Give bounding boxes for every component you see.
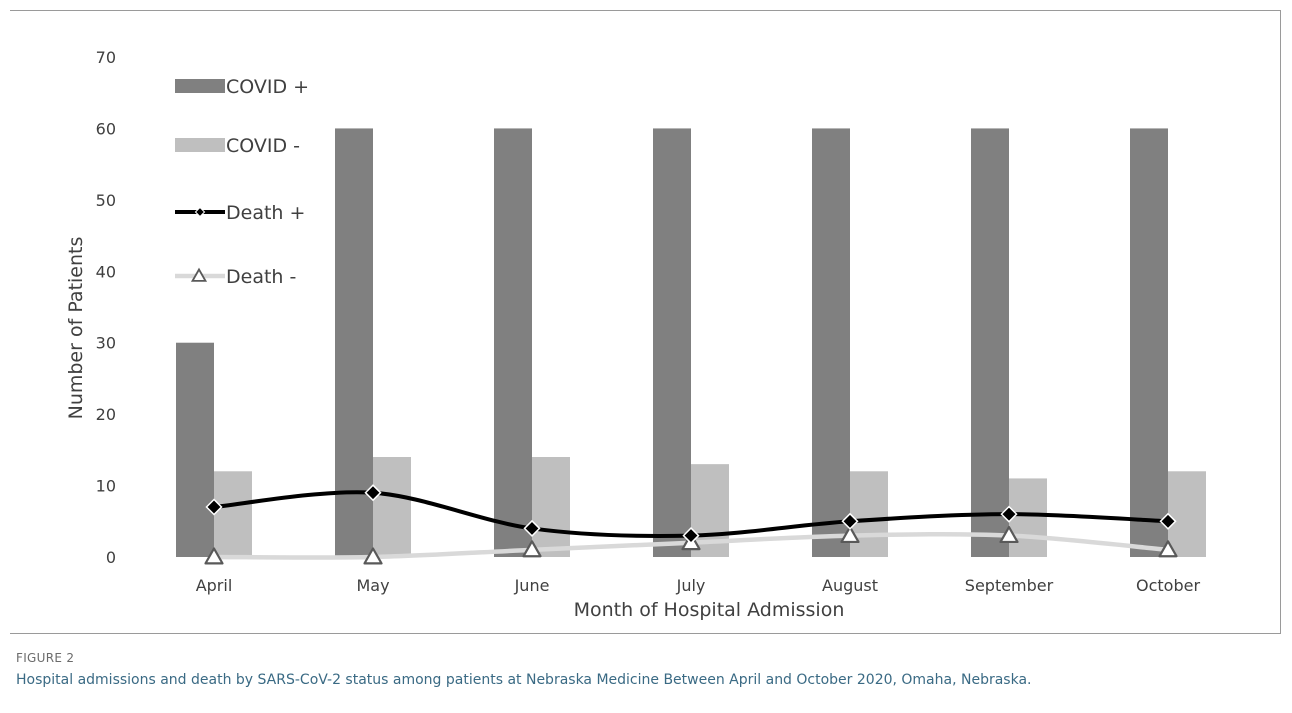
bar-covid-pos-may (335, 128, 373, 557)
bar-covid-neg-april (214, 471, 252, 557)
y-tick-label: 20 (96, 405, 116, 424)
y-tick-label: 0 (106, 548, 116, 567)
bar-covid-pos-june (494, 128, 532, 557)
chart: 0 10 20 30 40 50 60 70 April May June July August Se… (65, 48, 1206, 621)
legend-swatch (175, 138, 225, 152)
bar-covid-pos-july (653, 128, 691, 557)
y-tick-label: 60 (96, 119, 116, 138)
y-axis-ticks: 0 10 20 30 40 50 60 70 (96, 48, 116, 567)
bar-covid-pos-april (176, 342, 214, 557)
bar-covid-neg-august (850, 471, 888, 557)
marker-death-pos-april (205, 498, 223, 516)
y-tick-label: 50 (96, 191, 116, 210)
legend-marker (194, 206, 206, 218)
x-tick-label: July (676, 576, 706, 595)
y-tick-label: 30 (96, 334, 116, 353)
marker-death-pos-july (682, 527, 700, 545)
marker-death-neg-june (522, 540, 542, 558)
x-tick-label: August (822, 576, 878, 595)
bar-covid-neg-october (1168, 471, 1206, 557)
marker-death-neg-september (999, 525, 1019, 544)
bar-covid-neg-september (1009, 478, 1047, 557)
bar-covid-pos-august (812, 128, 850, 557)
marker-death-pos-october (1159, 512, 1177, 530)
bar-covid-pos-october (1130, 128, 1168, 557)
legend-item-death-neg: Death - (175, 266, 296, 288)
marker-death-pos-may (364, 484, 382, 502)
y-tick-label: 70 (96, 48, 116, 67)
marker-death-neg-april (204, 547, 224, 565)
x-tick-label: June (514, 576, 550, 595)
bar-covid-neg-june (532, 457, 570, 557)
legend-label: Death - (226, 266, 296, 288)
marker-death-neg-may (363, 547, 383, 565)
bar-covid-pos-september (971, 128, 1009, 557)
marker-death-neg-august (840, 525, 860, 544)
bar-covid-neg-may (373, 457, 411, 557)
figure-caption: Hospital admissions and death by SARS-Co… (16, 672, 1032, 688)
legend-swatch (175, 79, 225, 93)
figure-label: FIGURE 2 (16, 651, 75, 665)
x-tick-label: September (965, 576, 1054, 595)
y-tick-label: 40 (96, 262, 116, 281)
x-tick-label: October (1136, 576, 1200, 595)
legend-label: Death + (226, 202, 305, 224)
legend-label: COVID + (226, 76, 309, 98)
x-axis-ticks: April May June July August September October (196, 576, 1201, 595)
legend-item-death-pos: Death + (175, 202, 305, 224)
x-tick-label: April (196, 576, 233, 595)
chart-frame (10, 10, 1281, 634)
y-axis-title: Number of Patients (65, 237, 87, 420)
x-tick-label: May (356, 576, 389, 595)
legend-item-covid-neg: COVID - (175, 135, 300, 157)
bars-layer (176, 128, 1206, 557)
legend-item-covid-pos: COVID + (175, 76, 309, 98)
legend: COVID + COVID - Death + Death - (175, 76, 309, 288)
lines-layer (204, 484, 1178, 565)
y-tick-label: 10 (96, 477, 116, 496)
marker-death-pos-august (841, 512, 859, 530)
legend-marker (190, 267, 208, 282)
x-axis-title: Month of Hospital Admission (574, 599, 845, 621)
legend-label: COVID - (226, 135, 300, 157)
marker-death-pos-september (1000, 505, 1018, 523)
marker-death-neg-october (1158, 540, 1178, 558)
marker-death-pos-june (523, 519, 541, 537)
